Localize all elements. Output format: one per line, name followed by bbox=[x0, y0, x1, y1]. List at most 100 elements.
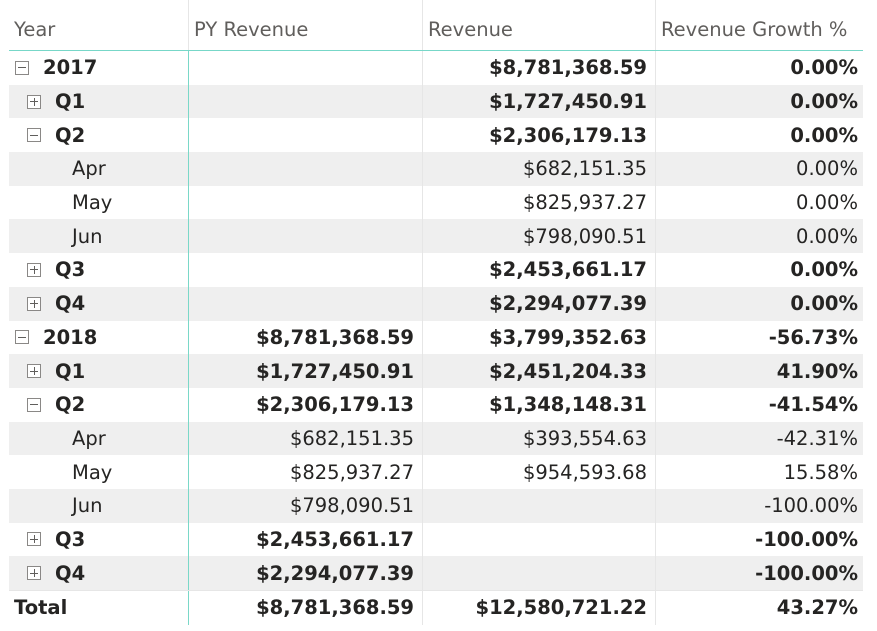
py-revenue-cell bbox=[189, 185, 423, 220]
row-label: Apr bbox=[72, 426, 106, 450]
py-revenue-cell bbox=[189, 253, 423, 287]
table-row: Jun $798,090.51 -100.00% bbox=[9, 488, 863, 523]
py-revenue-cell: $1,727,450.91 bbox=[189, 354, 423, 388]
row-header: Q4 bbox=[9, 286, 189, 321]
revenue-growth-cell: 0.00% bbox=[790, 56, 858, 80]
revenue-growth-cell: -56.73% bbox=[768, 325, 858, 349]
table-row: Q3 $2,453,661.17 -100.00% bbox=[9, 522, 863, 557]
row-label: Q2 bbox=[55, 123, 86, 147]
matrix-body: 2017 $8,781,368.59 0.00% Q1 $1,727,450.91 0.0… bbox=[9, 51, 863, 590]
py-revenue-cell bbox=[189, 118, 423, 153]
py-revenue-cell bbox=[189, 152, 423, 186]
py-revenue-cell bbox=[189, 51, 423, 85]
py-revenue-cell: $798,090.51 bbox=[189, 488, 423, 523]
py-revenue-cell bbox=[189, 219, 423, 254]
row-header: Q1 bbox=[9, 354, 189, 388]
row-label: Apr bbox=[72, 157, 106, 181]
revenue-cell: $8,781,368.59 bbox=[423, 51, 656, 85]
row-label: Q2 bbox=[55, 393, 86, 417]
row-label: Q4 bbox=[55, 561, 86, 585]
revenue-cell: $954,593.68 bbox=[423, 455, 656, 489]
table-row: Apr $682,151.35 0.00% bbox=[9, 152, 863, 186]
column-header-py-revenue[interactable]: PY Revenue bbox=[189, 0, 423, 50]
plus-box-icon[interactable] bbox=[27, 94, 41, 109]
row-label: Q3 bbox=[55, 527, 86, 551]
minus-box-icon[interactable] bbox=[27, 128, 41, 143]
revenue-cell: $393,554.63 bbox=[423, 421, 656, 456]
py-revenue-cell: $682,151.35 bbox=[189, 421, 423, 456]
revenue-growth-cell: -100.00% bbox=[755, 527, 858, 551]
plus-box-icon[interactable] bbox=[27, 532, 41, 547]
total-revenue-growth: 43.27% bbox=[776, 596, 858, 620]
row-header: Apr bbox=[9, 421, 189, 456]
row-label: Jun bbox=[72, 224, 103, 248]
row-header: 2018 bbox=[9, 320, 189, 355]
minus-box-icon[interactable] bbox=[15, 330, 29, 345]
revenue-growth-cell: 0.00% bbox=[790, 90, 858, 114]
revenue-growth-cell: 0.00% bbox=[790, 258, 858, 282]
revenue-cell: $3,799,352.63 bbox=[423, 320, 656, 355]
table-row: 2018 $8,781,368.59 $3,799,352.63 -56.73% bbox=[9, 320, 863, 355]
row-label: May bbox=[72, 460, 113, 484]
py-revenue-cell: $2,453,661.17 bbox=[189, 522, 423, 557]
py-revenue-cell bbox=[189, 286, 423, 321]
minus-box-icon[interactable] bbox=[15, 60, 29, 75]
row-header: May bbox=[9, 185, 189, 220]
matrix-visual: Year PY Revenue Revenue Revenue Growth %… bbox=[9, 0, 863, 625]
row-label: 2017 bbox=[43, 56, 98, 80]
py-revenue-cell: $2,306,179.13 bbox=[189, 387, 423, 422]
table-row: Apr $682,151.35 $393,554.63 -42.31% bbox=[9, 421, 863, 456]
table-row: May $825,937.27 0.00% bbox=[9, 185, 863, 220]
row-header: Jun bbox=[9, 488, 189, 523]
row-header: Q2 bbox=[9, 118, 189, 153]
table-row: Q4 $2,294,077.39 -100.00% bbox=[9, 556, 863, 590]
plus-box-icon[interactable] bbox=[27, 296, 41, 311]
table-row: Jun $798,090.51 0.00% bbox=[9, 219, 863, 254]
revenue-growth-cell: 0.00% bbox=[796, 224, 858, 248]
column-header-year[interactable]: Year bbox=[9, 0, 189, 50]
table-row: Q3 $2,453,661.17 0.00% bbox=[9, 253, 863, 287]
revenue-cell: $2,294,077.39 bbox=[423, 286, 656, 321]
revenue-cell: $1,348,148.31 bbox=[423, 387, 656, 422]
column-header-revenue-growth[interactable]: Revenue Growth % bbox=[661, 18, 848, 41]
revenue-growth-cell: 0.00% bbox=[790, 292, 858, 316]
revenue-cell: $682,151.35 bbox=[423, 152, 656, 186]
row-header: Apr bbox=[9, 152, 189, 186]
table-row: 2017 $8,781,368.59 0.00% bbox=[9, 51, 863, 85]
row-header: Q3 bbox=[9, 253, 189, 287]
table-row: Q1 $1,727,450.91 0.00% bbox=[9, 84, 863, 119]
revenue-cell: $798,090.51 bbox=[423, 219, 656, 254]
revenue-cell: $2,306,179.13 bbox=[423, 118, 656, 153]
revenue-cell: $1,727,450.91 bbox=[423, 84, 656, 119]
table-row: Q2 $2,306,179.13 0.00% bbox=[9, 118, 863, 153]
table-row: May $825,937.27 $954,593.68 15.58% bbox=[9, 455, 863, 489]
revenue-growth-cell: 0.00% bbox=[796, 157, 858, 181]
row-header: 2017 bbox=[9, 51, 189, 85]
revenue-growth-cell: -42.31% bbox=[776, 426, 858, 450]
plus-box-icon[interactable] bbox=[27, 262, 41, 277]
revenue-cell: $825,937.27 bbox=[423, 185, 656, 220]
total-py-revenue: $8,781,368.59 bbox=[189, 591, 423, 625]
plus-box-icon[interactable] bbox=[27, 364, 41, 379]
py-revenue-cell: $2,294,077.39 bbox=[189, 556, 423, 590]
py-revenue-cell bbox=[189, 84, 423, 119]
py-revenue-cell: $8,781,368.59 bbox=[189, 320, 423, 355]
row-label: Q4 bbox=[55, 292, 86, 316]
total-row: Total $8,781,368.59 $12,580,721.22 43.27… bbox=[9, 590, 863, 625]
column-header-revenue[interactable]: Revenue bbox=[423, 0, 656, 50]
row-header: Jun bbox=[9, 219, 189, 254]
table-row: Q1 $1,727,450.91 $2,451,204.33 41.90% bbox=[9, 354, 863, 388]
row-header: Q3 bbox=[9, 522, 189, 557]
minus-box-icon[interactable] bbox=[27, 397, 41, 412]
row-header: May bbox=[9, 455, 189, 489]
total-revenue: $12,580,721.22 bbox=[423, 591, 656, 625]
revenue-cell bbox=[423, 522, 656, 557]
revenue-cell: $2,453,661.17 bbox=[423, 253, 656, 287]
row-header: Q2 bbox=[9, 387, 189, 422]
revenue-growth-cell: 41.90% bbox=[776, 359, 858, 383]
plus-box-icon[interactable] bbox=[27, 566, 41, 581]
revenue-growth-cell: 0.00% bbox=[790, 123, 858, 147]
row-label: Q3 bbox=[55, 258, 86, 282]
revenue-growth-cell: 0.00% bbox=[796, 191, 858, 215]
total-label: Total bbox=[9, 591, 189, 625]
